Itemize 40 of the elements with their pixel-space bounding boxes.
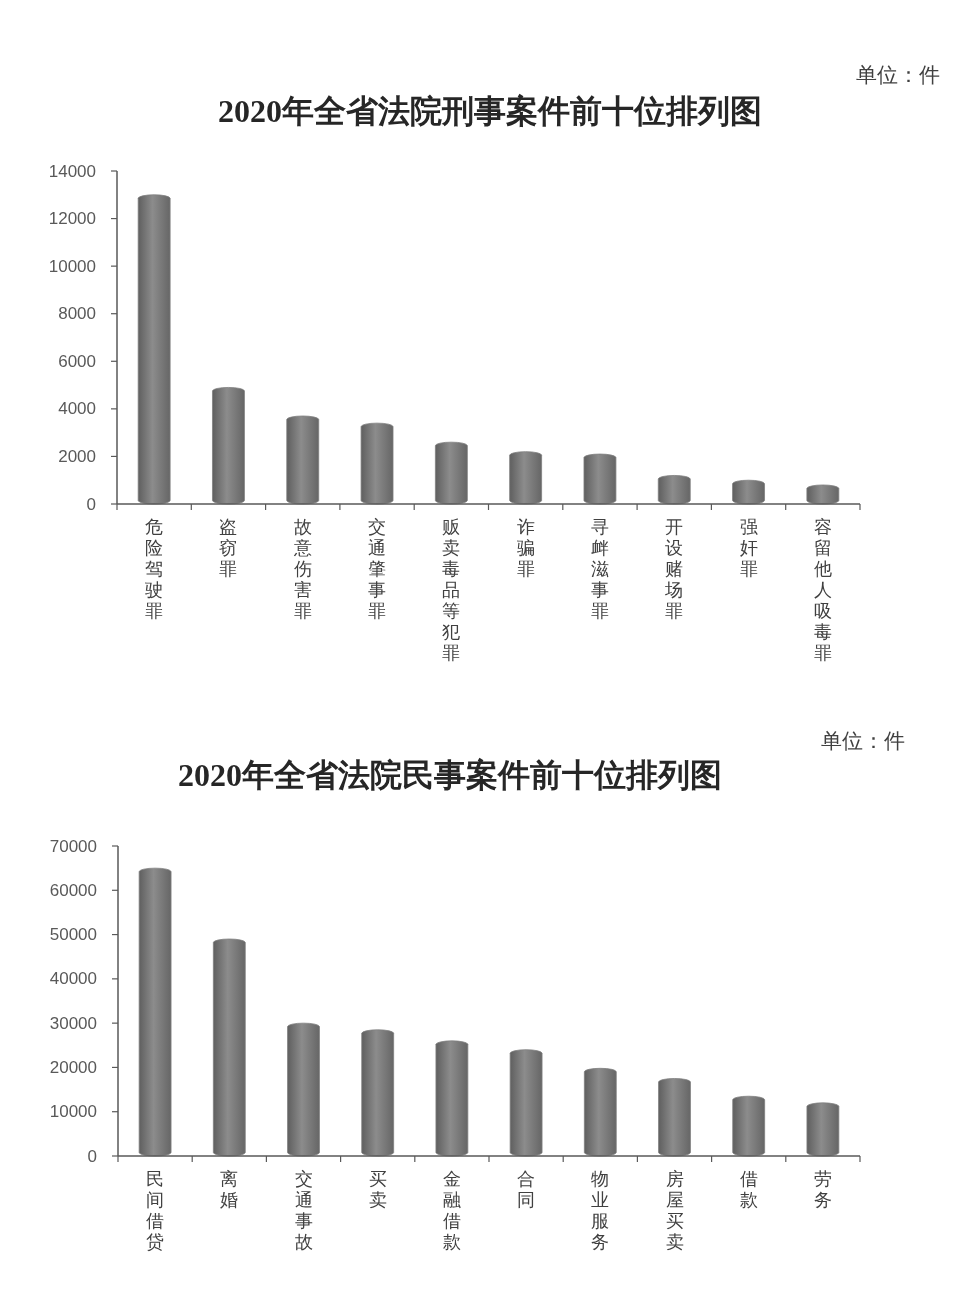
x-tick-label: 强奸罪 xyxy=(739,517,758,579)
chart-title: 2020年全省法院民事案件前十位排列图 xyxy=(178,757,722,793)
y-tick-label: 40000 xyxy=(49,969,97,989)
y-tick-label: 2000 xyxy=(58,446,96,466)
x-tick-label: 物业服务 xyxy=(591,1169,610,1252)
x-tick-label: 金融借款 xyxy=(442,1169,461,1252)
y-tick-label: 20000 xyxy=(49,1057,97,1077)
x-tick-label: 贩卖毒品等犯罪 xyxy=(442,517,461,663)
x-tick-label: 房屋买卖 xyxy=(665,1169,684,1252)
x-tick-label: 交通肇事罪 xyxy=(368,517,387,621)
y-tick-label: 0 xyxy=(86,494,96,514)
text: 单位：件 xyxy=(821,729,905,752)
y-tick-label: 10000 xyxy=(48,256,96,276)
x-tick-label: 诈骗罪 xyxy=(516,517,535,579)
y-tick-label: 60000 xyxy=(49,880,97,900)
x-tick-label: 买卖 xyxy=(368,1169,387,1210)
y-tick-label: 0 xyxy=(87,1146,97,1166)
y-tick-label: 12000 xyxy=(48,209,96,229)
x-tick-label: 交通事故 xyxy=(294,1169,313,1252)
y-tick-label: 50000 xyxy=(49,925,97,945)
x-tick-label: 故意伤害罪 xyxy=(292,517,312,621)
x-tick-label: 寻衅滋事罪 xyxy=(590,517,609,621)
x-tick-label: 离婚 xyxy=(220,1169,239,1210)
y-tick-label: 70000 xyxy=(49,836,97,856)
text: 单位：件 xyxy=(856,63,940,86)
y-tick-label: 6000 xyxy=(58,351,96,371)
x-tick-label: 借款 xyxy=(739,1169,758,1210)
x-tick-label: 容留他人吸毒罪 xyxy=(813,517,832,663)
x-tick-label: 民间借贷 xyxy=(146,1169,165,1252)
x-tick-label: 危险驾驶罪 xyxy=(145,517,164,621)
x-tick-label: 合同 xyxy=(517,1169,536,1210)
y-tick-label: 10000 xyxy=(49,1102,97,1122)
x-tick-label: 盗窃罪 xyxy=(219,517,238,579)
y-tick-label: 4000 xyxy=(58,399,96,419)
x-tick-label: 开设赌场罪 xyxy=(664,517,684,621)
y-tick-label: 8000 xyxy=(58,304,96,324)
x-tick-label: 劳务 xyxy=(813,1169,832,1210)
y-tick-label: 30000 xyxy=(49,1013,97,1033)
y-tick-label: 14000 xyxy=(48,161,96,181)
chart-title: 2020年全省法院刑事案件前十位排列图 xyxy=(218,93,762,129)
